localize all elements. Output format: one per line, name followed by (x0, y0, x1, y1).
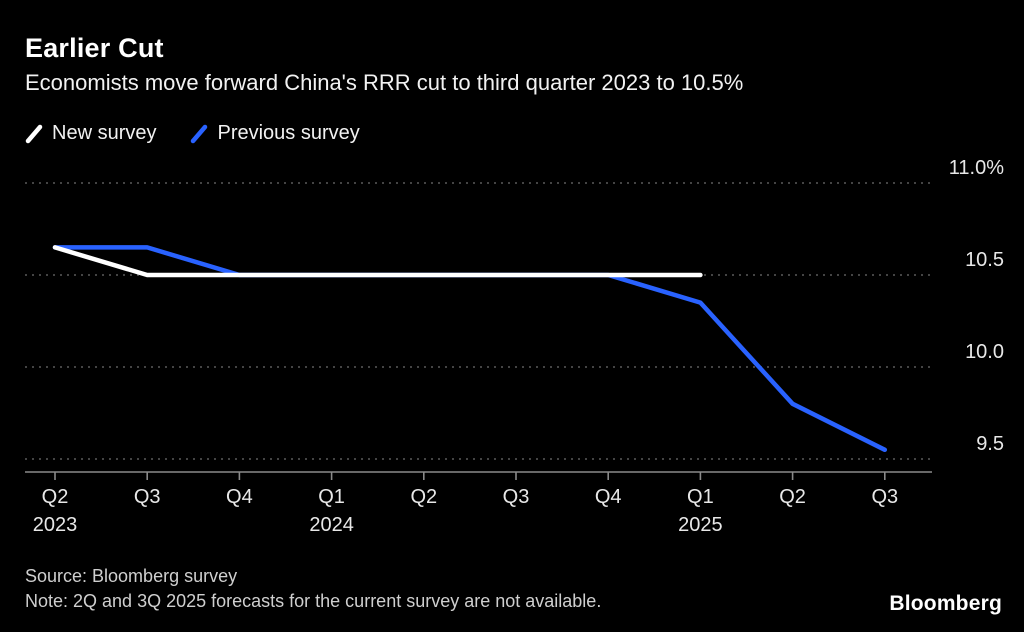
legend-label-previous-survey: Previous survey (217, 122, 360, 144)
series-line-new-survey (52, 245, 703, 278)
x-axis-quarter-label: Q3 (871, 486, 898, 508)
x-axis-quarter-label: Q4 (226, 486, 253, 508)
x-axis-year-label: 2025 (678, 514, 723, 536)
x-axis-quarter-label: Q3 (134, 486, 161, 508)
y-axis-tick-label: 9.5 (976, 433, 1004, 455)
x-axis-quarter-label: Q2 (779, 486, 806, 508)
x-axis-year-label: 2024 (309, 514, 354, 536)
x-axis-year-label: 2023 (33, 514, 78, 536)
y-axis-tick-label: 11.0% (949, 157, 1004, 179)
x-axis-quarter-label: Q2 (410, 486, 437, 508)
x-axis-quarter-label: Q2 (42, 486, 69, 508)
chart-subtitle: Economists move forward China's RRR cut … (25, 70, 744, 95)
x-axis-quarter-label: Q1 (318, 486, 345, 508)
chart-title: Earlier Cut (25, 33, 164, 63)
bloomberg-logo: Bloomberg (889, 592, 1002, 615)
new-survey-line-swatch-icon (25, 124, 43, 143)
legend-label-new-survey: New survey (52, 122, 157, 144)
series-line-previous-survey (52, 245, 888, 453)
note-text: Note: 2Q and 3Q 2025 forecasts for the c… (25, 591, 602, 611)
y-axis-tick-label: 10.5 (965, 249, 1004, 271)
x-axis-quarter-label: Q4 (595, 486, 622, 508)
previous-survey-line-swatch-icon (191, 124, 208, 143)
source-text: Source: Bloomberg survey (25, 566, 238, 586)
chart-legend: New survey Previous survey (25, 122, 360, 145)
x-axis-quarter-label: Q1 (687, 486, 714, 508)
x-axis-quarter-label: Q3 (503, 486, 530, 508)
legend-item-previous-survey: Previous survey (190, 122, 360, 145)
y-axis-tick-label: 10.0 (965, 341, 1004, 363)
legend-item-new-survey: New survey (25, 122, 156, 145)
